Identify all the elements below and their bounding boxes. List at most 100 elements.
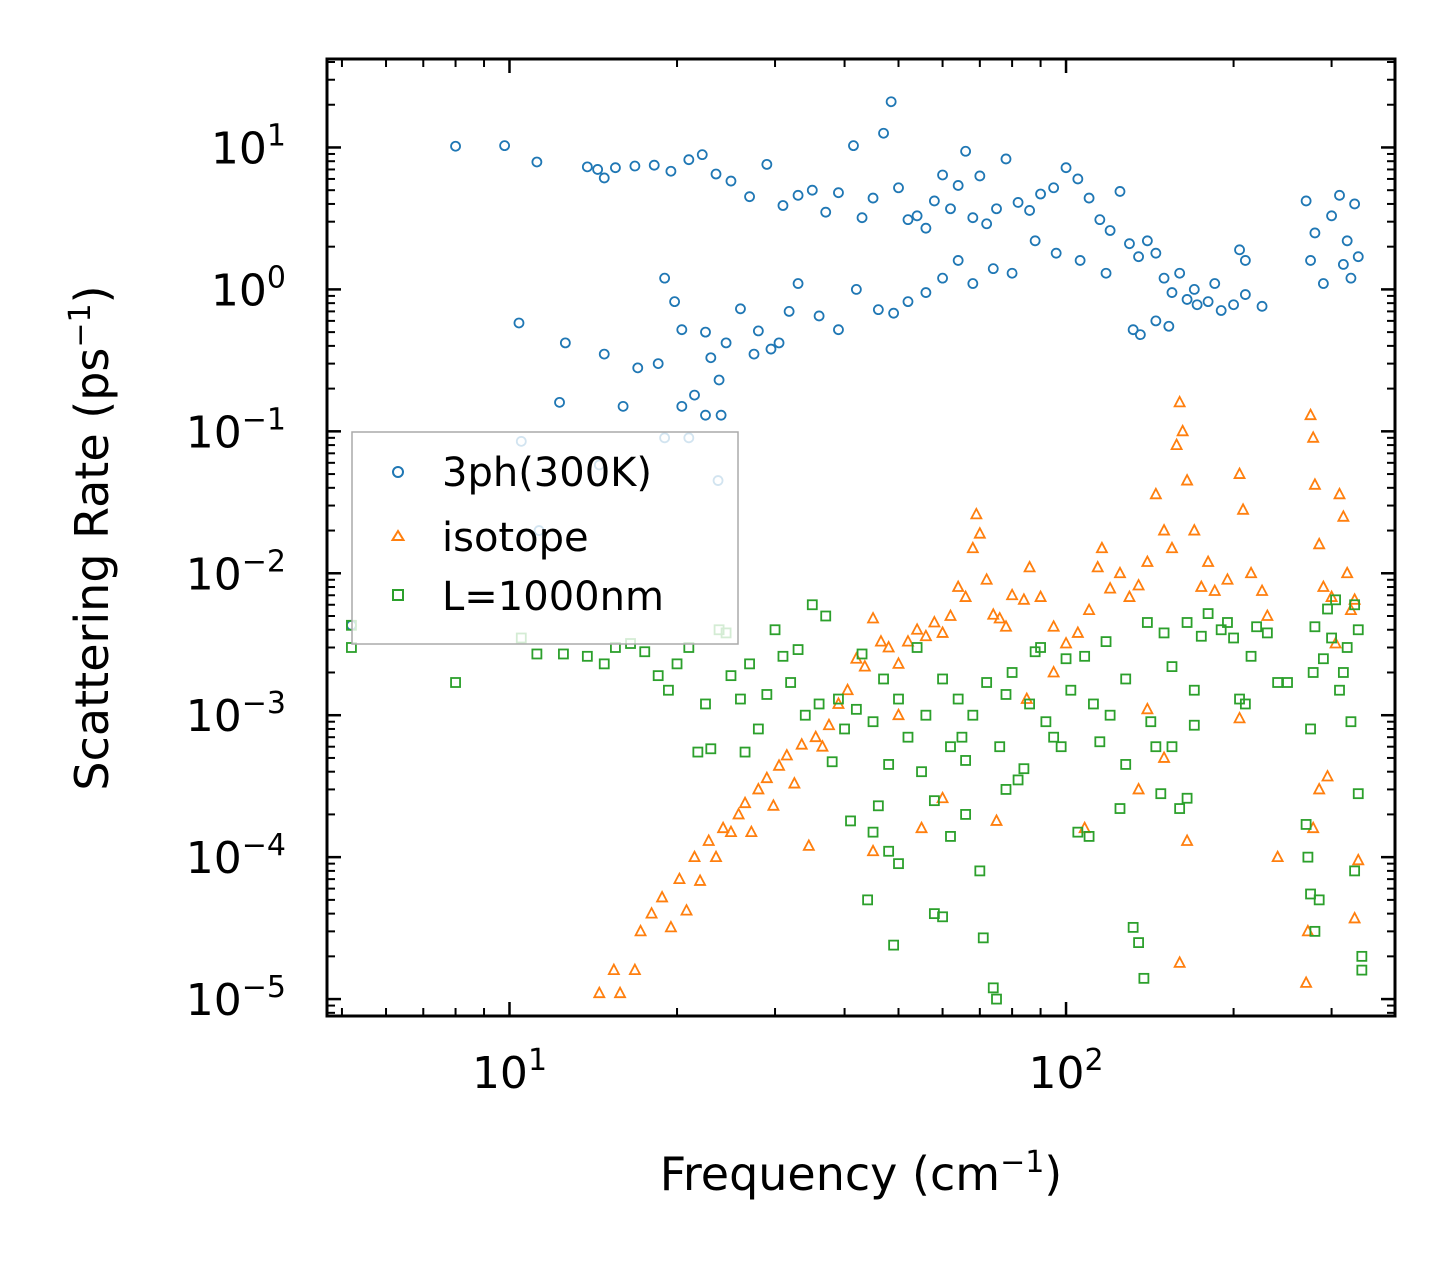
data-point-square: [994, 741, 1006, 753]
data-point-square: [833, 693, 844, 705]
data-point-triangle: [1122, 589, 1136, 602]
data-point-triangle: [1194, 579, 1208, 592]
data-point-triangle: [1082, 602, 1096, 616]
data-point-square: [1018, 763, 1030, 775]
data-point-circle: [1163, 320, 1175, 332]
data-point-circle: [559, 337, 571, 349]
data-point-circle: [554, 396, 565, 408]
y-tick-label: 10−3: [186, 686, 286, 742]
data-point-circle: [1337, 259, 1349, 270]
data-point-circle: [1228, 299, 1239, 311]
data-point-square: [1305, 723, 1316, 735]
data-point-triangle: [866, 843, 880, 857]
data-point-circle: [1234, 244, 1245, 256]
data-point-circle: [1000, 153, 1012, 165]
data-point-triangle: [1180, 473, 1194, 486]
data-point-circle: [1035, 188, 1046, 200]
data-point-square: [1040, 716, 1052, 728]
data-point-circle: [952, 255, 964, 266]
data-point-square: [1330, 594, 1341, 606]
data-point-square: [1282, 677, 1293, 688]
data-point-square: [856, 648, 868, 660]
data-point-triangle: [634, 923, 648, 937]
data-point-circle: [937, 169, 948, 181]
data-point-circle: [893, 182, 904, 194]
data-point-square: [1352, 788, 1364, 800]
data-point-triangle: [1299, 975, 1313, 988]
x-tick-label-base: 10: [472, 1048, 528, 1099]
data-point-triangle: [892, 707, 905, 721]
data-point-square: [1352, 624, 1364, 636]
data-point-square: [792, 644, 804, 655]
data-point-square: [1261, 627, 1273, 639]
data-point-circle: [659, 272, 671, 284]
data-point-triangle: [1157, 750, 1171, 763]
data-point-square: [1079, 650, 1091, 662]
y-tick-label-base: 10: [186, 833, 242, 884]
data-point-circle: [735, 303, 746, 315]
y-tick-label-base: 10: [211, 265, 267, 316]
data-point-circle: [581, 161, 593, 173]
data-point-circle: [792, 189, 804, 201]
data-point-square: [1305, 888, 1316, 900]
data-point-square: [981, 677, 993, 688]
data-point-square: [937, 911, 948, 923]
legend-box: [351, 431, 739, 645]
data-point-square: [1215, 624, 1227, 636]
data-point-square: [1055, 741, 1067, 753]
data-point-circle: [928, 195, 940, 207]
data-point-square: [639, 646, 651, 658]
data-point-circle: [820, 206, 832, 218]
data-point-triangle: [915, 820, 929, 834]
data-point-triangle: [936, 625, 950, 638]
data-point-triangle: [874, 634, 888, 647]
data-point-square: [967, 709, 979, 721]
data-point-square: [1174, 803, 1186, 814]
data-point-circle: [531, 156, 543, 168]
data-point-triangle: [1233, 466, 1247, 479]
data-point-triangle: [1173, 394, 1187, 408]
data-point-circle: [872, 304, 884, 316]
data-point-triangle: [919, 628, 933, 642]
data-point-square: [799, 709, 811, 721]
data-point-triangle: [1348, 592, 1362, 605]
data-point-square: [820, 610, 832, 622]
data-point-square: [850, 703, 862, 715]
data-point-square: [671, 658, 683, 670]
data-point-triangle: [795, 737, 809, 750]
data-point-circle: [1127, 324, 1139, 336]
data-point-circle: [1191, 299, 1203, 311]
data-point-circle: [1150, 247, 1162, 259]
data-point-square: [974, 865, 986, 877]
data-point-circle: [1024, 205, 1035, 216]
data-point-circle: [450, 140, 461, 152]
legend-square-marker: [392, 589, 404, 601]
data-point-square: [1345, 716, 1357, 728]
data-point-square: [937, 673, 948, 685]
data-point-square: [761, 689, 773, 700]
data-point-triangle: [709, 849, 723, 863]
data-point-triangle: [1236, 502, 1250, 515]
data-point-triangle: [841, 682, 855, 696]
data-point-circle: [783, 305, 795, 317]
data-point-square: [1060, 653, 1072, 665]
data-point-triangle: [1244, 565, 1258, 579]
data-point-circle: [499, 140, 511, 152]
data-point-circle: [1239, 255, 1251, 266]
data-point-circle: [713, 374, 725, 386]
data-point-circle: [920, 287, 932, 298]
data-point-triangle: [802, 838, 816, 851]
y-tick-label-exponent: −4: [242, 828, 286, 863]
data-point-triangle: [892, 656, 905, 669]
data-point-triangle: [966, 540, 980, 554]
data-point-square: [911, 642, 923, 653]
data-point-square: [1251, 621, 1263, 633]
data-point-triangle: [1140, 701, 1154, 715]
y-axis-title-base: Scattering Rate (ps: [65, 348, 119, 791]
data-point-circle: [1334, 189, 1345, 201]
data-point-circle: [1124, 238, 1135, 250]
data-point-square: [1181, 792, 1193, 804]
data-point-circle: [1352, 251, 1364, 263]
data-point-circle: [715, 409, 727, 421]
data-point-circle: [1083, 192, 1095, 204]
